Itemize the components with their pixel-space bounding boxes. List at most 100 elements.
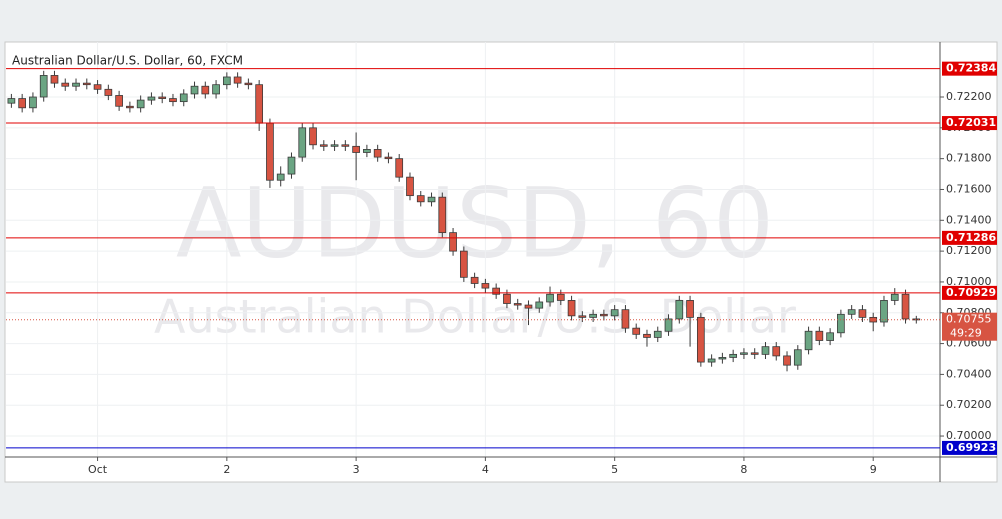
candle-body <box>212 84 220 95</box>
candle-body <box>643 333 651 338</box>
candle-body <box>750 352 759 355</box>
candle-body <box>384 156 393 160</box>
candle-body <box>600 313 608 317</box>
candle-body <box>459 250 468 278</box>
candle-body <box>190 85 199 95</box>
candle-body <box>179 93 188 103</box>
candle-body <box>632 327 641 335</box>
candle-body <box>578 315 587 318</box>
candle-body <box>416 195 425 203</box>
candle-body <box>589 313 597 318</box>
candle-body <box>406 176 414 197</box>
candle-body <box>255 84 264 124</box>
candle-body <box>804 330 813 351</box>
level-label: 0.71286 <box>946 231 996 244</box>
watermark: AUDUSD, 60 <box>176 167 774 279</box>
candle-body <box>82 82 91 86</box>
y-tick-label: 0.71000 <box>946 275 992 288</box>
x-tick-label: Oct <box>88 463 108 476</box>
candle-body <box>309 127 317 146</box>
candle-body <box>61 82 70 87</box>
candle-body <box>513 303 522 306</box>
level-label: 0.72384 <box>946 62 996 75</box>
candle-body <box>729 353 738 358</box>
candle-body <box>136 99 145 109</box>
candle-body <box>222 76 231 86</box>
x-tick-label: 3 <box>353 463 360 476</box>
candle-body <box>610 309 619 317</box>
candle-body <box>686 300 694 318</box>
candle-body <box>287 156 296 175</box>
candle-body <box>93 84 102 90</box>
candle-body <box>621 309 630 329</box>
x-tick-label: 2 <box>223 463 230 476</box>
candle-body <box>696 316 705 363</box>
candle-body <box>373 149 382 158</box>
candle-body <box>169 98 177 103</box>
candle-body <box>319 144 328 147</box>
candle-body <box>826 332 834 341</box>
candle-body <box>201 85 210 95</box>
x-tick-label: 9 <box>870 463 877 476</box>
candle-body <box>449 232 457 252</box>
chart-title: Australian Dollar/U.S. Dollar, 60, FXCM <box>12 54 243 68</box>
candle-body <box>837 313 845 334</box>
candle-body <box>298 127 307 158</box>
level-badge <box>942 440 997 455</box>
level-label: 0.69923 <box>946 441 996 454</box>
candle-body <box>352 145 360 153</box>
candle-body <box>556 293 565 301</box>
candle-body <box>664 318 673 332</box>
candle-body <box>524 304 533 309</box>
candle-body <box>29 96 37 109</box>
y-tick-label: 0.71800 <box>946 152 992 165</box>
candle-body <box>18 98 27 109</box>
candle-body <box>244 82 253 86</box>
candle-body <box>901 293 910 320</box>
candle-body <box>147 96 156 101</box>
countdown: 49:29 <box>950 327 982 340</box>
candle-body <box>39 75 48 98</box>
candle-body <box>266 122 274 181</box>
candle-body <box>363 149 371 153</box>
candle-body <box>427 196 436 203</box>
candle-body <box>72 82 80 87</box>
candle-body <box>7 98 16 104</box>
candle-body <box>880 300 888 323</box>
candle-body <box>481 283 490 289</box>
y-tick-label: 0.70000 <box>946 429 992 442</box>
candle-body <box>546 293 554 303</box>
chart-frame <box>4 41 998 483</box>
candle-body <box>330 144 339 147</box>
candle-body <box>815 330 824 341</box>
y-tick-label: 0.71600 <box>946 182 992 195</box>
candle-body <box>675 300 684 320</box>
last-price-badge <box>942 312 997 341</box>
candle-body <box>233 76 242 84</box>
candle-body <box>50 75 59 84</box>
candle-body <box>567 300 576 317</box>
y-tick-label: 0.71400 <box>946 213 992 226</box>
candle-body <box>276 173 285 181</box>
x-tick-label: 8 <box>740 463 747 476</box>
y-tick-label: 0.70400 <box>946 367 992 380</box>
candle-body <box>761 346 770 355</box>
candle-body <box>438 196 447 234</box>
candle-body <box>707 358 716 363</box>
candle-body <box>793 349 802 366</box>
candle-body <box>126 105 134 109</box>
candle-body <box>772 346 781 357</box>
candle-body <box>847 309 856 315</box>
level-badge <box>942 230 997 245</box>
candle-body <box>115 95 123 107</box>
level-label: 0.72031 <box>946 116 996 129</box>
y-tick-label: 0.71200 <box>946 244 992 257</box>
candle-body <box>718 357 727 360</box>
level-label: 0.70929 <box>946 286 996 299</box>
x-tick-label: 5 <box>611 463 618 476</box>
candle-body <box>158 96 167 99</box>
candle-body <box>341 144 350 147</box>
candle-body <box>653 330 662 338</box>
